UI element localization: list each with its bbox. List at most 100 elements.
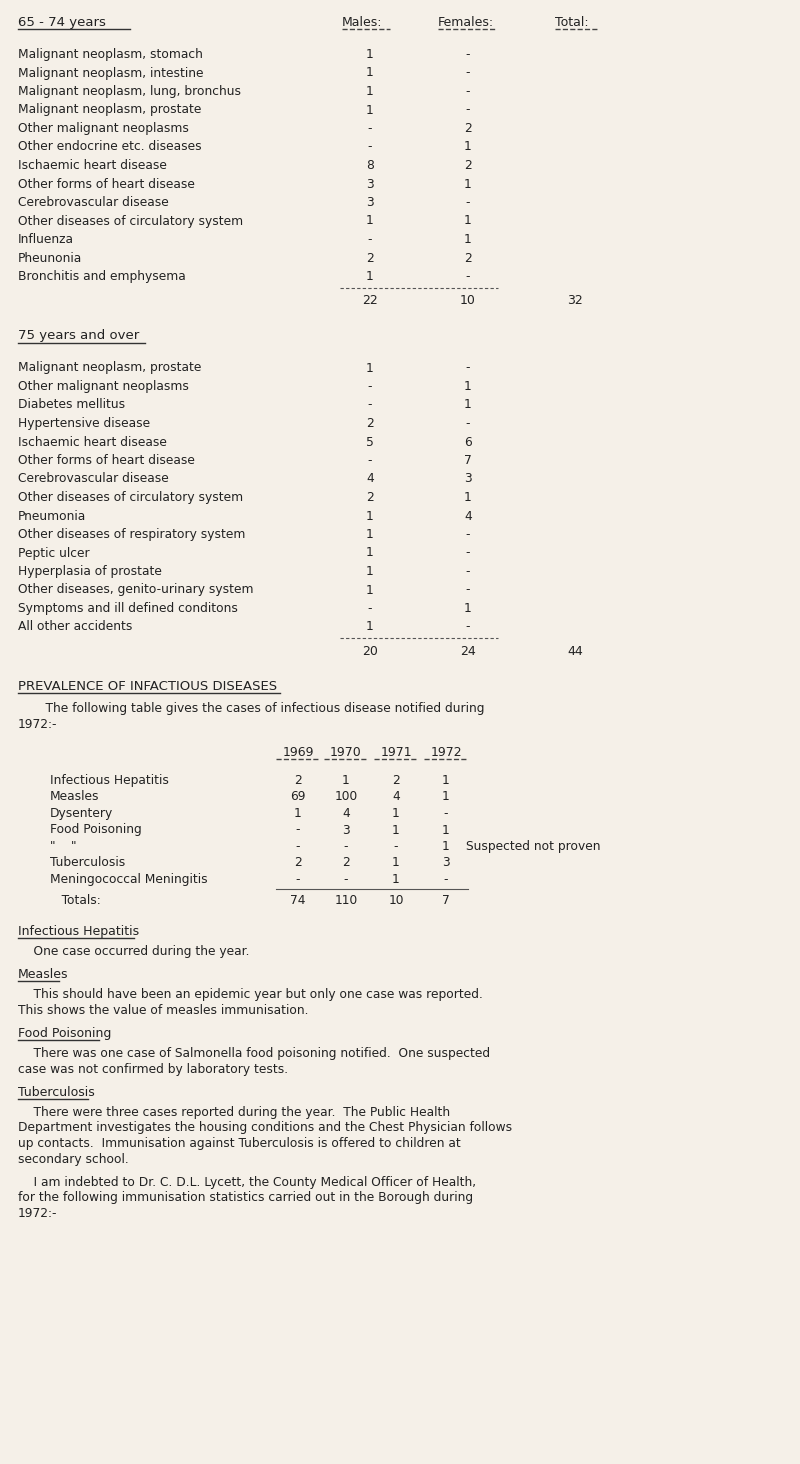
- Text: -: -: [466, 48, 470, 61]
- Text: -: -: [368, 381, 372, 392]
- Text: 4: 4: [464, 509, 472, 523]
- Text: Ischaemic heart disease: Ischaemic heart disease: [18, 435, 167, 448]
- Text: 1: 1: [366, 269, 374, 283]
- Text: 4: 4: [392, 791, 400, 804]
- Text: -: -: [466, 417, 470, 430]
- Text: Infectious Hepatitis: Infectious Hepatitis: [18, 924, 139, 937]
- Text: Dysentery: Dysentery: [50, 807, 114, 820]
- Text: -: -: [394, 840, 398, 854]
- Text: 3: 3: [366, 196, 374, 209]
- Text: One case occurred during the year.: One case occurred during the year.: [18, 944, 250, 957]
- Text: -: -: [368, 122, 372, 135]
- Text: Bronchitis and emphysema: Bronchitis and emphysema: [18, 269, 186, 283]
- Text: -: -: [444, 873, 448, 886]
- Text: 2: 2: [342, 856, 350, 870]
- Text: 2: 2: [294, 774, 302, 788]
- Text: Other malignant neoplasms: Other malignant neoplasms: [18, 381, 189, 392]
- Text: 1972: 1972: [430, 747, 462, 758]
- Text: -: -: [466, 621, 470, 634]
- Text: Influenza: Influenza: [18, 233, 74, 246]
- Text: -: -: [368, 233, 372, 246]
- Text: 100: 100: [334, 791, 358, 804]
- Text: -: -: [344, 840, 348, 854]
- Text: 69: 69: [290, 791, 306, 804]
- Text: 44: 44: [567, 646, 583, 657]
- Text: 1: 1: [366, 104, 374, 117]
- Text: 1: 1: [464, 602, 472, 615]
- Text: Other endocrine etc. diseases: Other endocrine etc. diseases: [18, 141, 202, 154]
- Text: -: -: [466, 565, 470, 578]
- Text: 1: 1: [366, 66, 374, 79]
- Text: 22: 22: [362, 294, 378, 307]
- Text: 1: 1: [366, 215, 374, 227]
- Text: up contacts.  Immunisation against Tuberculosis is offered to children at: up contacts. Immunisation against Tuberc…: [18, 1138, 461, 1151]
- Text: for the following immunisation statistics carried out in the Borough during: for the following immunisation statistic…: [18, 1192, 473, 1205]
- Text: 1: 1: [392, 823, 400, 836]
- Text: The following table gives the cases of infectious disease notified during: The following table gives the cases of i…: [30, 703, 485, 714]
- Text: -: -: [466, 269, 470, 283]
- Text: Total:: Total:: [555, 16, 589, 29]
- Text: 3: 3: [366, 177, 374, 190]
- Text: Other forms of heart disease: Other forms of heart disease: [18, 454, 195, 467]
- Text: There was one case of Salmonella food poisoning notified.  One suspected: There was one case of Salmonella food po…: [18, 1047, 490, 1060]
- Text: This should have been an epidemic year but only one case was reported.: This should have been an epidemic year b…: [18, 988, 483, 1001]
- Text: 1: 1: [464, 233, 472, 246]
- Text: I am indebted to Dr. C. D.L. Lycett, the County Medical Officer of Health,: I am indebted to Dr. C. D.L. Lycett, the…: [18, 1176, 476, 1189]
- Text: -: -: [296, 873, 300, 886]
- Text: Malignant neoplasm, prostate: Malignant neoplasm, prostate: [18, 362, 202, 375]
- Text: -: -: [344, 873, 348, 886]
- Text: -: -: [444, 807, 448, 820]
- Text: 1: 1: [464, 490, 472, 504]
- Text: All other accidents: All other accidents: [18, 621, 132, 634]
- Text: Totals:: Totals:: [50, 895, 101, 908]
- Text: 2: 2: [366, 417, 374, 430]
- Text: 20: 20: [362, 646, 378, 657]
- Text: -: -: [466, 66, 470, 79]
- Text: 2: 2: [464, 160, 472, 171]
- Text: Suspected not proven: Suspected not proven: [466, 840, 601, 854]
- Text: 65 - 74 years: 65 - 74 years: [18, 16, 106, 29]
- Text: -: -: [368, 141, 372, 154]
- Text: 8: 8: [366, 160, 374, 171]
- Text: Malignant neoplasm, prostate: Malignant neoplasm, prostate: [18, 104, 202, 117]
- Text: 2: 2: [366, 252, 374, 265]
- Text: 10: 10: [388, 895, 404, 908]
- Text: 4: 4: [366, 473, 374, 486]
- Text: 1: 1: [366, 509, 374, 523]
- Text: 1: 1: [366, 362, 374, 375]
- Text: Malignant neoplasm, lung, bronchus: Malignant neoplasm, lung, bronchus: [18, 85, 241, 98]
- Text: Cerebrovascular disease: Cerebrovascular disease: [18, 196, 169, 209]
- Text: 1: 1: [392, 856, 400, 870]
- Text: Food Poisoning: Food Poisoning: [50, 823, 142, 836]
- Text: secondary school.: secondary school.: [18, 1152, 129, 1165]
- Text: 4: 4: [342, 807, 350, 820]
- Text: Hypertensive disease: Hypertensive disease: [18, 417, 150, 430]
- Text: Pneumonia: Pneumonia: [18, 509, 86, 523]
- Text: Infectious Hepatitis: Infectious Hepatitis: [50, 774, 169, 788]
- Text: 5: 5: [366, 435, 374, 448]
- Text: 2: 2: [366, 490, 374, 504]
- Text: 1: 1: [442, 823, 450, 836]
- Text: -: -: [466, 196, 470, 209]
- Text: -: -: [368, 454, 372, 467]
- Text: 1: 1: [464, 215, 472, 227]
- Text: 3: 3: [442, 856, 450, 870]
- Text: 1: 1: [366, 529, 374, 542]
- Text: 2: 2: [294, 856, 302, 870]
- Text: -: -: [368, 398, 372, 411]
- Text: Other diseases of circulatory system: Other diseases of circulatory system: [18, 490, 243, 504]
- Text: Tuberculosis: Tuberculosis: [18, 1086, 94, 1099]
- Text: 1970: 1970: [330, 747, 362, 758]
- Text: PREVALENCE OF INFACTIOUS DISEASES: PREVALENCE OF INFACTIOUS DISEASES: [18, 679, 277, 692]
- Text: 1: 1: [366, 85, 374, 98]
- Text: -: -: [466, 85, 470, 98]
- Text: Females:: Females:: [438, 16, 494, 29]
- Text: 1: 1: [366, 584, 374, 596]
- Text: 3: 3: [464, 473, 472, 486]
- Text: 1: 1: [366, 546, 374, 559]
- Text: 2: 2: [464, 252, 472, 265]
- Text: This shows the value of measles immunisation.: This shows the value of measles immunisa…: [18, 1003, 309, 1016]
- Text: Meningococcal Meningitis: Meningococcal Meningitis: [50, 873, 208, 886]
- Text: Other diseases of circulatory system: Other diseases of circulatory system: [18, 215, 243, 227]
- Text: case was not confirmed by laboratory tests.: case was not confirmed by laboratory tes…: [18, 1063, 288, 1076]
